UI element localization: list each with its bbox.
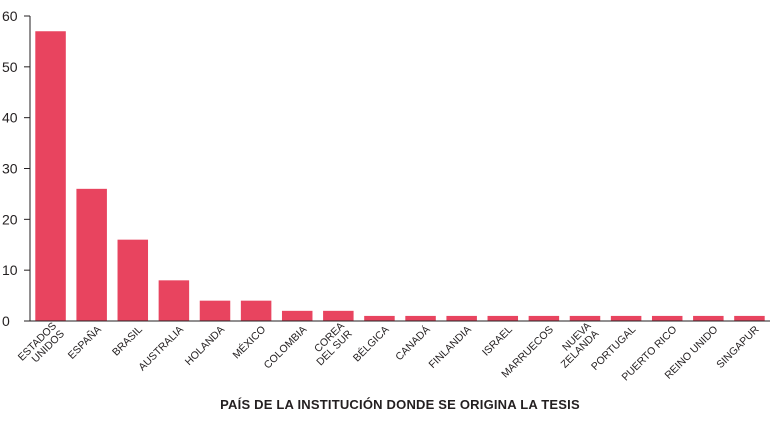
x-tick-label: BRASIL <box>110 324 145 359</box>
bar <box>117 239 149 321</box>
x-axis-label: PAÍS DE LA INSTITUCIÓN DONDE SE ORIGINA … <box>220 397 580 412</box>
y-tick-label: 10 <box>2 262 18 278</box>
bar <box>487 315 519 321</box>
bar <box>734 315 765 321</box>
y-tick-label: 40 <box>2 110 18 126</box>
y-tick-label: 60 <box>2 8 18 24</box>
y-tick-label: 20 <box>2 211 18 227</box>
x-tick-label: ESPAÑA <box>65 323 104 362</box>
bars <box>35 31 765 321</box>
x-tick-label-line: BÉLGICA <box>350 323 391 364</box>
x-tick-label-line: COLOMBIA <box>262 324 310 372</box>
bar <box>199 300 231 321</box>
x-tick-label: COREADEL SUR <box>307 320 355 368</box>
x-tick-label: MÉXICO <box>230 323 268 361</box>
bar <box>610 315 642 321</box>
x-tick-label: ISRAEL <box>480 324 515 359</box>
bar <box>158 280 190 321</box>
x-tick-label-line: MÉXICO <box>230 323 268 361</box>
bar <box>693 315 724 321</box>
x-tick-label: HOLANDA <box>183 324 227 368</box>
bar <box>76 188 107 321</box>
bar <box>281 310 313 321</box>
x-tick-label: BÉLGICA <box>350 323 391 364</box>
x-tick-label-line: ESPAÑA <box>65 323 104 362</box>
x-tick-label-line: FINLANDIA <box>427 324 474 371</box>
bar <box>323 310 354 321</box>
x-tick-label-line: BRASIL <box>110 324 145 359</box>
bar <box>405 315 436 321</box>
y-tick-label: 30 <box>2 161 18 177</box>
x-tick-label: CANADÁ <box>393 323 433 363</box>
x-tick-label-line: SINGAPUR <box>714 323 762 371</box>
x-tick-label-line: CANADÁ <box>393 323 433 363</box>
bar <box>35 31 66 321</box>
x-tick-label: SINGAPUR <box>714 323 762 371</box>
bar <box>364 315 395 321</box>
x-tick-label-line: ISRAEL <box>480 324 515 359</box>
bar <box>240 300 272 321</box>
y-tick-label: 50 <box>2 59 18 75</box>
bar <box>528 315 560 321</box>
x-tick-label: ESTADOSUNIDOS <box>16 320 67 371</box>
bar <box>651 315 683 321</box>
y-tick-label: 0 <box>2 313 10 329</box>
bar <box>446 315 477 321</box>
y-axis: 0 10 20 30 40 50 60 <box>2 8 31 329</box>
x-tick-label: COLOMBIA <box>262 324 310 372</box>
x-tick-label-line: HOLANDA <box>183 324 227 368</box>
x-tick-label: FINLANDIA <box>427 324 474 371</box>
bar <box>569 315 601 321</box>
